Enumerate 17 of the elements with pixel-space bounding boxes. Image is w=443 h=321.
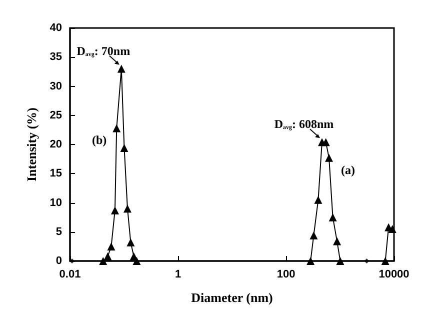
y-tick-label: 5 bbox=[56, 226, 62, 238]
x-tick-label: 1 bbox=[174, 268, 182, 280]
y-tick-label: 30 bbox=[50, 80, 62, 92]
annotation: (a) bbox=[341, 162, 356, 177]
x-tick-label: 100 bbox=[276, 268, 296, 280]
y-tick-label: 40 bbox=[50, 22, 62, 34]
y-tick-label: 15 bbox=[50, 168, 62, 180]
y-tick-label: 20 bbox=[50, 138, 62, 150]
x-tick-label: 10000 bbox=[378, 268, 410, 280]
x-tick-label: 0.01 bbox=[59, 268, 81, 280]
annotation: (b) bbox=[92, 133, 107, 148]
y-axis-title: Intensity (%) bbox=[24, 107, 39, 182]
y-tick-label: 10 bbox=[50, 196, 62, 209]
y-tick-label: 25 bbox=[50, 109, 62, 122]
x-axis-title: Diameter (nm) bbox=[191, 290, 273, 305]
y-tick-label: 35 bbox=[50, 51, 62, 64]
y-tick-label: 0 bbox=[56, 255, 62, 267]
